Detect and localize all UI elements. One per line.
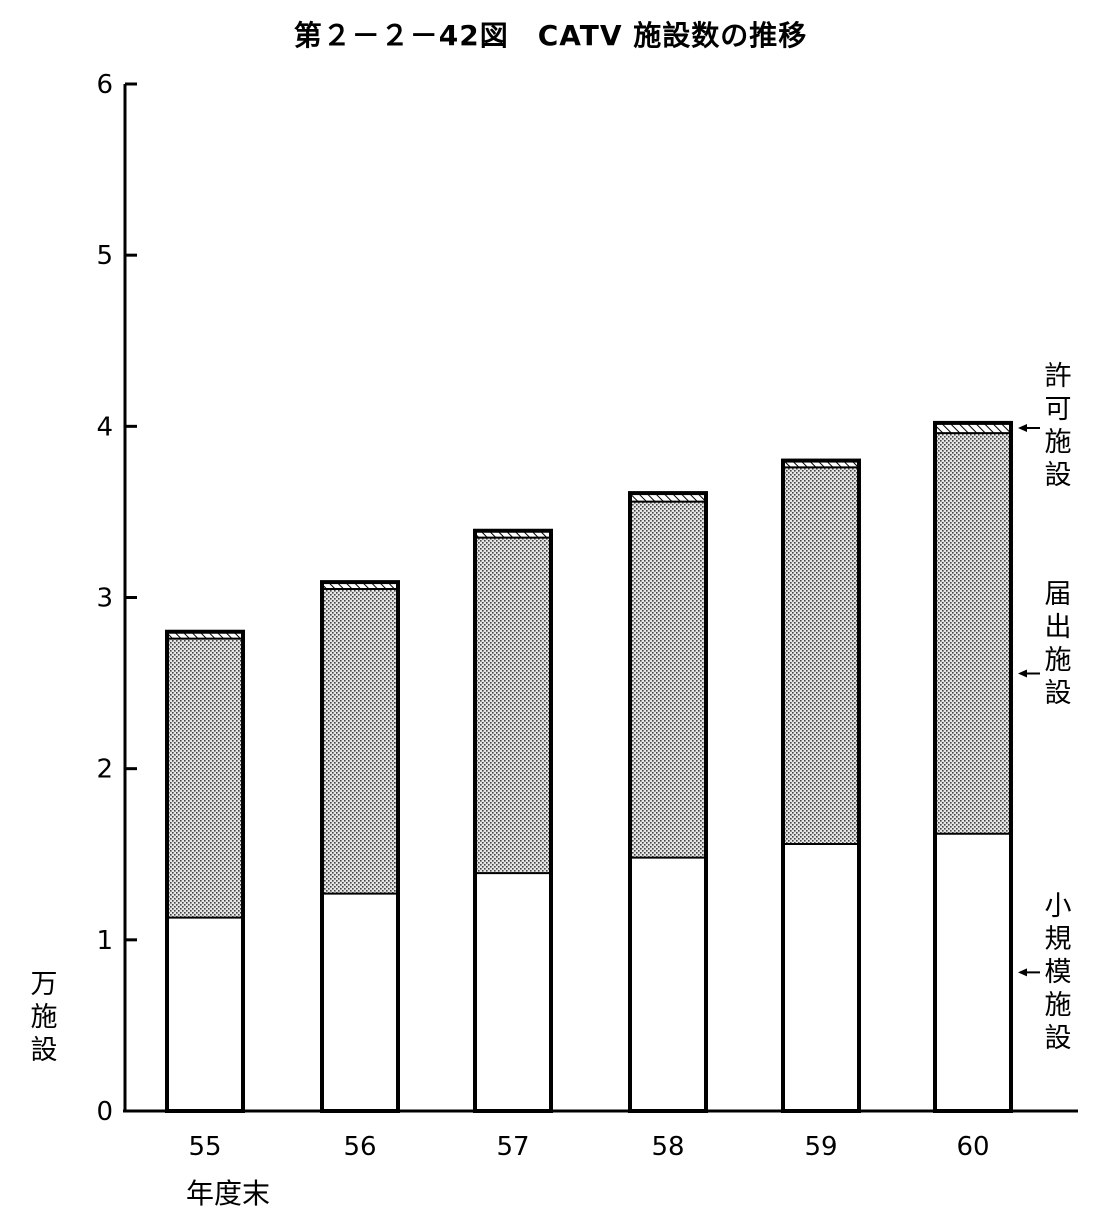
bar-segment-shokibo [935,833,1011,1111]
bar-segment-todokede [783,467,859,844]
y-tick-label: 5 [96,241,113,271]
bar-segment-kyoka [783,460,859,468]
bar-segment-kyoka [475,530,551,538]
bar-segment-todokede [322,588,398,894]
y-axis-unit-label: 万施設 [30,969,58,1066]
bar-segment-kyoka [630,493,706,502]
legend-todokede-label: 届出施設 [1044,579,1072,709]
y-tick-label: 0 [96,1097,113,1127]
chart-title: 第２－２－42図 CATV 施設数の推移 [293,19,808,52]
y-tick-label: 2 [96,755,113,785]
bar-segment-shokibo [322,893,398,1111]
x-category-label: 58 [651,1132,684,1162]
x-category-label: 59 [804,1132,837,1162]
bar-segment-shokibo [783,843,859,1111]
x-category-label: 57 [496,1132,529,1162]
x-category-label: 56 [343,1132,376,1162]
y-tick-label: 4 [96,412,113,442]
y-tick-label: 3 [96,584,113,614]
bar-segment-todokede [935,433,1011,834]
bar-segment-kyoka [935,422,1011,434]
legend-kyoka-label: 許可施設 [1044,361,1072,491]
bar-segment-todokede [167,638,243,918]
legend-arrow-shokibo-head [1018,968,1027,977]
legend-shokibo-label: 小規模施設 [1044,891,1072,1054]
x-category-label: 60 [956,1132,989,1162]
x-axis-unit-label: 年度末 [186,1177,271,1210]
bar-segment-shokibo [475,873,551,1111]
y-tick-label: 1 [96,926,113,956]
y-tick-label: 6 [96,70,113,100]
bar-segment-todokede [630,501,706,858]
legend-arrow-kyoka-head [1018,424,1027,433]
bar-segment-kyoka [167,631,243,639]
bar-segment-shokibo [630,857,706,1111]
bar-segment-shokibo [167,917,243,1111]
bar-segment-todokede [475,537,551,874]
legend-arrow-todokede-head [1018,669,1027,678]
bar-segment-kyoka [322,582,398,589]
x-category-label: 55 [188,1132,221,1162]
